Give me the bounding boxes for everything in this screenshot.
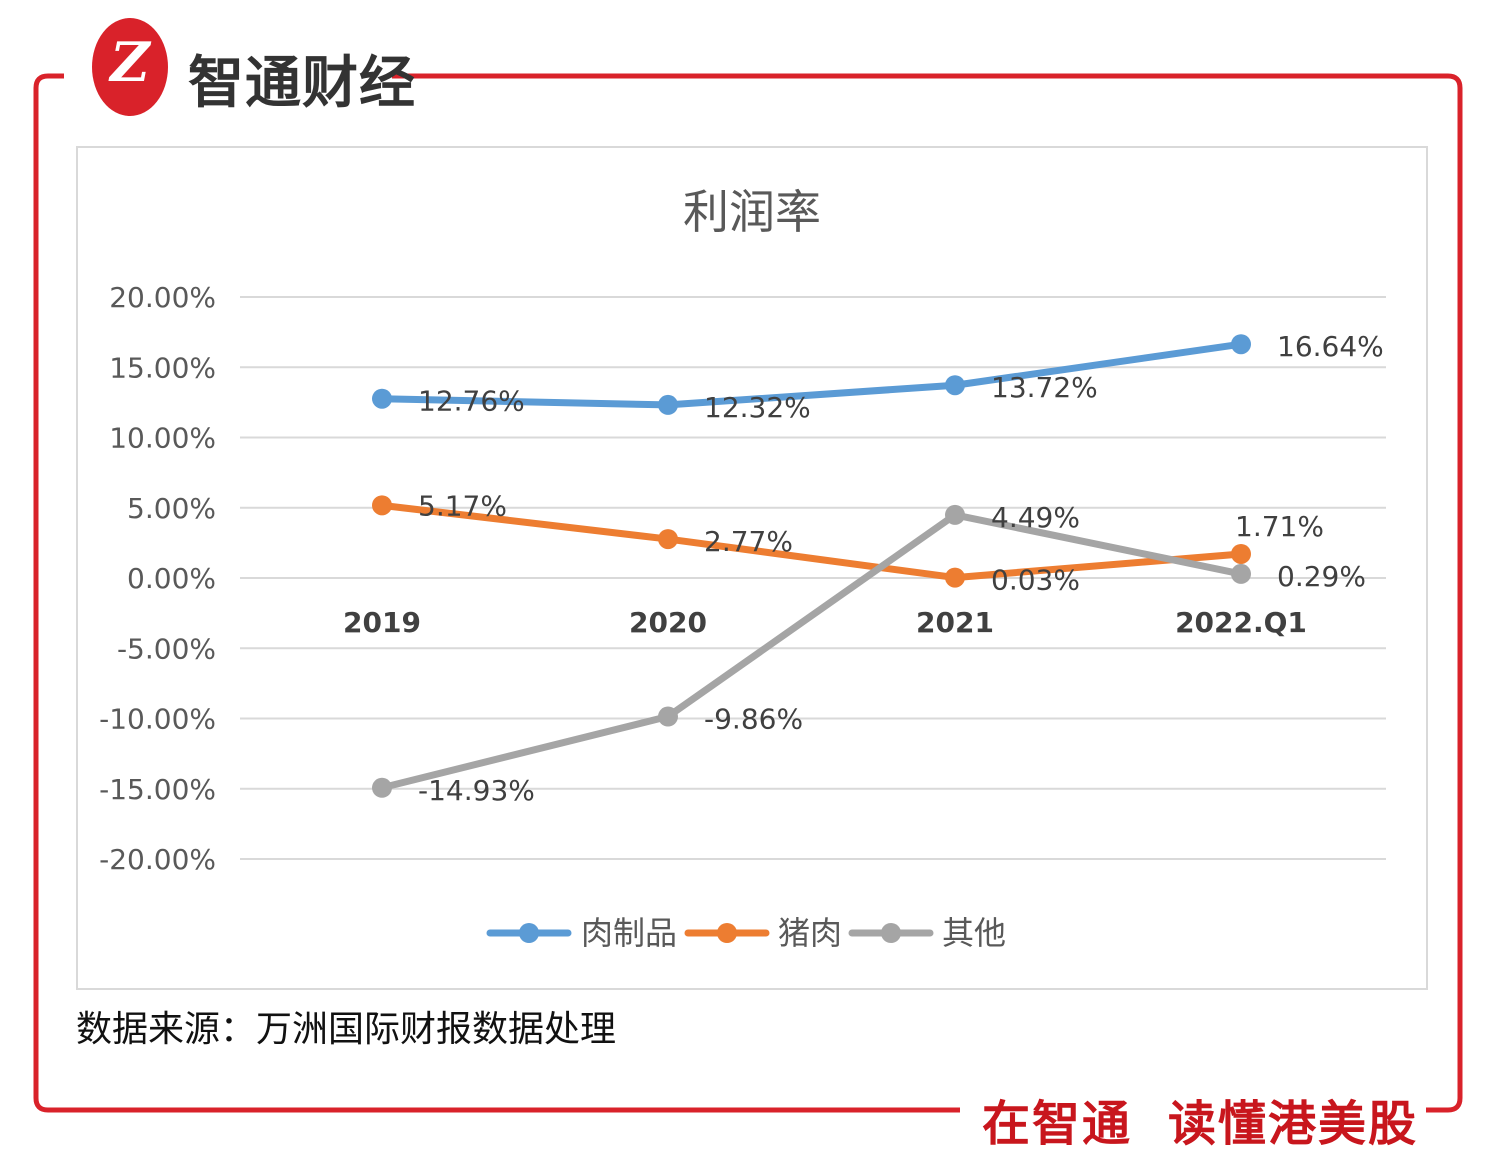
x-tick-label: 2021 (916, 606, 994, 639)
y-tick-label: -20.00% (99, 843, 216, 876)
slogan-part-1: 在智通 (982, 1096, 1133, 1152)
data-label: 5.17% (418, 489, 507, 522)
data-label: 2.77% (704, 525, 793, 558)
data-label: 12.76% (418, 385, 525, 418)
data-label: 13.72% (991, 371, 1098, 404)
y-tick-label: 10.00% (109, 422, 216, 455)
data-label: 1.71% (1235, 510, 1324, 543)
data-point (658, 394, 678, 415)
data-point (1231, 563, 1251, 584)
legend-label: 其他 (942, 914, 1006, 952)
y-tick-label: 20.00% (109, 281, 216, 314)
y-tick-label: 15.00% (109, 351, 216, 384)
data-point (945, 504, 965, 525)
series-line-2 (378, 501, 1245, 582)
data-point (658, 706, 678, 727)
brand-name: 智通财经 (188, 51, 416, 116)
y-tick-label: -5.00% (117, 632, 216, 665)
series-line-3 (378, 511, 1245, 792)
legend-swatch-marker (717, 923, 737, 943)
data-source-note: 数据来源：万洲国际财报数据处理 (76, 1009, 617, 1050)
data-point (658, 529, 678, 550)
legend-label: 肉制品 (581, 914, 677, 952)
legend-label: 猪肉 (778, 914, 842, 952)
chart-title: 利润率 (683, 185, 821, 239)
data-label: -9.86% (704, 703, 803, 736)
slogan: 在智通 读懂港美股 (982, 1084, 1418, 1154)
data-label: 0.29% (1277, 560, 1366, 593)
slogan-part-2: 读懂港美股 (1168, 1096, 1419, 1152)
data-point (945, 567, 965, 588)
data-label: 4.49% (991, 501, 1080, 534)
y-tick-label: 5.00% (127, 492, 216, 525)
data-point (372, 495, 392, 516)
data-point (1231, 543, 1251, 564)
y-tick-label: -10.00% (99, 703, 216, 736)
brand-logo-mark: Z (110, 30, 150, 94)
x-tick-label: 2022.Q1 (1175, 606, 1307, 639)
data-point (372, 388, 392, 409)
data-label: 0.03% (991, 564, 1080, 597)
legend-swatch-marker (519, 923, 539, 943)
line-chart: 利润率 20.00% 15.00% 10.00% 5.00% 0.00% -5.00% -10… (99, 185, 1386, 952)
chart-panel: 利润率 20.00% 15.00% 10.00% 5.00% 0.00% -5.00% -10… (76, 146, 1428, 990)
data-label: 16.64% (1277, 330, 1384, 363)
data-label: -14.93% (418, 774, 535, 807)
x-tick-label: 2019 (343, 606, 421, 639)
legend-swatch-marker (881, 923, 901, 943)
y-tick-label: -15.00% (99, 773, 216, 806)
data-label: 12.32% (704, 391, 811, 424)
x-tick-label: 2020 (629, 606, 707, 639)
data-point (945, 375, 965, 396)
brand-logo: Z (92, 18, 168, 116)
data-point (372, 777, 392, 798)
data-point (1231, 334, 1251, 355)
series-line-1 (378, 340, 1245, 409)
y-tick-label: 0.00% (127, 562, 216, 595)
